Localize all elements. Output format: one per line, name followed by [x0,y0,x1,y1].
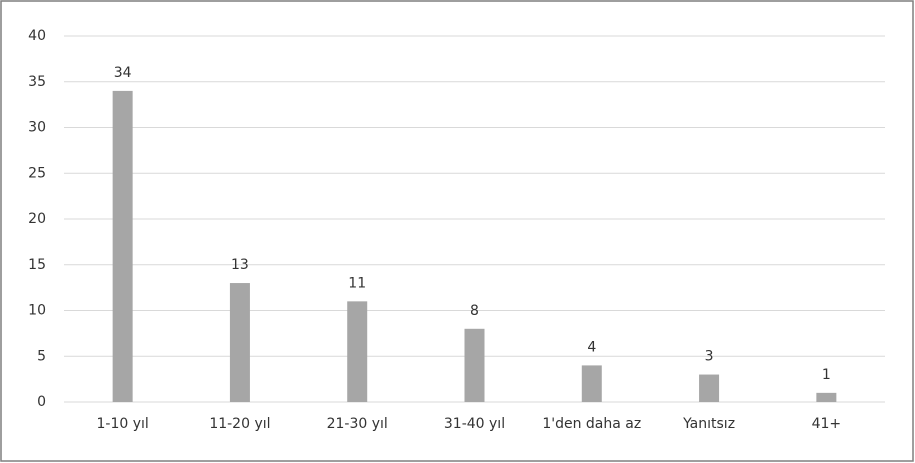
y-tick-label: 0 [37,394,46,410]
x-tick-label: 41+ [812,416,842,432]
y-tick-label: 30 [28,120,46,136]
data-label: 8 [470,303,479,319]
bar [581,365,602,402]
x-tick-label: 1-10 yıl [96,416,148,432]
y-tick-label: 20 [28,211,46,227]
x-tick-label: 31-40 yıl [444,416,505,432]
data-label: 11 [348,275,366,291]
data-label: 13 [231,257,249,273]
bar [347,301,368,402]
data-label: 1 [822,367,831,383]
y-tick-label: 40 [28,28,46,44]
x-tick-label: Yanıtsız [682,416,735,432]
y-tick-label: 25 [28,165,46,181]
data-label: 34 [114,65,132,81]
bar [816,392,837,402]
y-tick-label: 35 [28,74,46,90]
y-tick-label: 15 [28,257,46,273]
x-tick-label: 21-30 yıl [327,416,388,432]
data-label: 3 [705,349,714,365]
bar [699,374,720,402]
y-tick-label: 5 [37,348,46,364]
bar [464,328,485,402]
bar [112,90,133,403]
y-tick-label: 10 [28,303,46,319]
bar [229,283,250,402]
data-label: 4 [587,339,596,355]
x-tick-label: 11-20 yıl [209,416,270,432]
x-tick-label: 1'den daha az [542,416,641,432]
